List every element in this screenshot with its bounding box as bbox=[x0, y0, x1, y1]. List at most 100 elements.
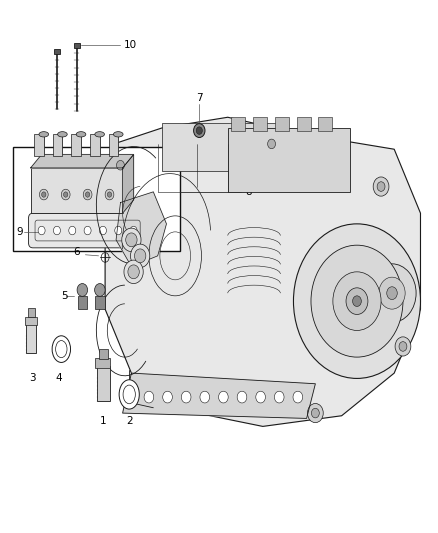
Circle shape bbox=[122, 228, 141, 252]
Ellipse shape bbox=[95, 132, 105, 137]
Bar bbox=[95, 296, 105, 309]
Circle shape bbox=[311, 408, 319, 418]
Ellipse shape bbox=[123, 385, 135, 404]
Bar bbox=[31, 168, 123, 213]
Circle shape bbox=[126, 233, 137, 247]
Bar bbox=[109, 134, 118, 156]
Circle shape bbox=[368, 264, 416, 322]
Bar bbox=[318, 117, 332, 131]
Circle shape bbox=[274, 391, 284, 403]
Circle shape bbox=[117, 160, 124, 170]
Bar bbox=[90, 134, 99, 156]
Circle shape bbox=[219, 391, 228, 403]
Bar bbox=[78, 296, 87, 309]
Circle shape bbox=[333, 272, 381, 330]
Circle shape bbox=[181, 391, 191, 403]
Circle shape bbox=[200, 391, 210, 403]
Ellipse shape bbox=[58, 132, 67, 137]
Circle shape bbox=[38, 227, 45, 235]
Text: 1: 1 bbox=[99, 416, 106, 426]
Circle shape bbox=[85, 192, 90, 197]
Polygon shape bbox=[123, 373, 315, 418]
Circle shape bbox=[293, 391, 303, 403]
Circle shape bbox=[115, 227, 122, 235]
Circle shape bbox=[105, 189, 114, 200]
Circle shape bbox=[124, 260, 143, 284]
Circle shape bbox=[399, 342, 407, 351]
Circle shape bbox=[373, 177, 389, 196]
Circle shape bbox=[131, 244, 150, 268]
Text: 4: 4 bbox=[56, 374, 63, 383]
Circle shape bbox=[196, 127, 202, 134]
Bar bbox=[228, 128, 350, 192]
Circle shape bbox=[293, 224, 420, 378]
Bar bbox=[95, 358, 110, 368]
Text: 6: 6 bbox=[73, 247, 80, 257]
Ellipse shape bbox=[119, 379, 139, 409]
Bar bbox=[54, 49, 60, 54]
Polygon shape bbox=[123, 155, 134, 213]
Circle shape bbox=[99, 227, 106, 235]
Bar bbox=[13, 147, 180, 251]
Polygon shape bbox=[105, 117, 420, 426]
Circle shape bbox=[61, 189, 70, 200]
Bar bbox=[71, 134, 81, 156]
Bar bbox=[26, 324, 36, 353]
Circle shape bbox=[134, 249, 146, 263]
Bar bbox=[253, 117, 267, 131]
Text: 7: 7 bbox=[196, 93, 203, 102]
Ellipse shape bbox=[39, 132, 49, 137]
Text: 2: 2 bbox=[126, 416, 133, 426]
Circle shape bbox=[395, 337, 411, 356]
Bar bbox=[34, 134, 44, 156]
Circle shape bbox=[69, 227, 76, 235]
Circle shape bbox=[39, 189, 48, 200]
Circle shape bbox=[256, 391, 265, 403]
Ellipse shape bbox=[76, 132, 86, 137]
Bar bbox=[53, 134, 63, 156]
Ellipse shape bbox=[113, 132, 123, 137]
Bar bbox=[162, 123, 285, 171]
Polygon shape bbox=[31, 155, 134, 168]
Circle shape bbox=[84, 227, 91, 235]
Bar bbox=[97, 366, 110, 401]
Circle shape bbox=[307, 403, 323, 423]
Bar bbox=[275, 117, 289, 131]
Circle shape bbox=[77, 284, 88, 296]
Bar bbox=[28, 308, 35, 317]
FancyBboxPatch shape bbox=[28, 213, 147, 248]
Circle shape bbox=[268, 139, 276, 149]
Circle shape bbox=[107, 192, 112, 197]
Circle shape bbox=[264, 134, 279, 154]
Circle shape bbox=[128, 265, 139, 279]
Circle shape bbox=[377, 182, 385, 191]
Circle shape bbox=[83, 189, 92, 200]
Text: 3: 3 bbox=[29, 374, 36, 383]
Circle shape bbox=[162, 391, 173, 403]
Bar bbox=[297, 117, 311, 131]
Circle shape bbox=[95, 284, 105, 296]
Text: 5: 5 bbox=[61, 291, 68, 301]
Circle shape bbox=[311, 245, 403, 357]
Circle shape bbox=[53, 227, 60, 235]
Text: 9: 9 bbox=[16, 227, 23, 237]
Polygon shape bbox=[116, 192, 166, 266]
Circle shape bbox=[130, 227, 137, 235]
Circle shape bbox=[379, 277, 405, 309]
Bar bbox=[99, 349, 108, 359]
Circle shape bbox=[64, 192, 68, 197]
Circle shape bbox=[237, 391, 247, 403]
Text: 10: 10 bbox=[124, 40, 137, 50]
Circle shape bbox=[42, 192, 46, 197]
Circle shape bbox=[113, 156, 128, 175]
Circle shape bbox=[353, 296, 361, 306]
Bar bbox=[25, 317, 37, 325]
Circle shape bbox=[194, 124, 205, 138]
Circle shape bbox=[387, 287, 397, 300]
Text: 8: 8 bbox=[245, 187, 252, 197]
Ellipse shape bbox=[56, 341, 67, 358]
Circle shape bbox=[144, 391, 154, 403]
Circle shape bbox=[346, 288, 368, 314]
Bar bbox=[74, 43, 80, 48]
Ellipse shape bbox=[52, 336, 71, 362]
